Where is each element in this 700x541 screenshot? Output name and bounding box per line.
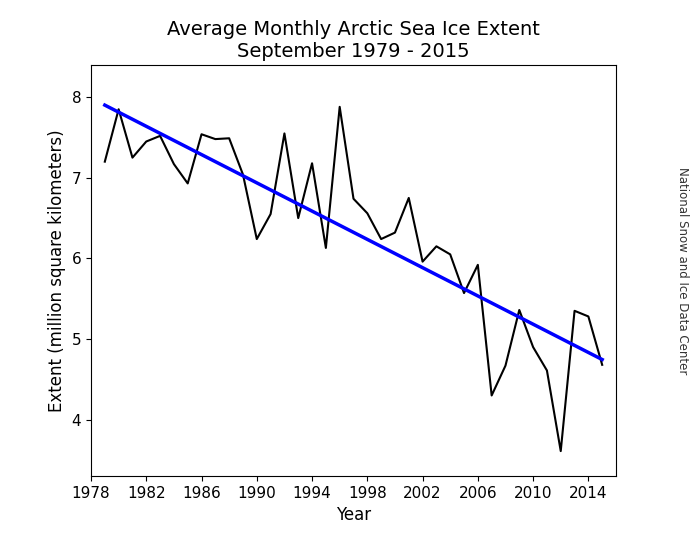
Title: Average Monthly Arctic Sea Ice Extent
September 1979 - 2015: Average Monthly Arctic Sea Ice Extent Se…	[167, 19, 540, 61]
Text: National Snow and Ice Data Center: National Snow and Ice Data Center	[676, 167, 689, 374]
Y-axis label: Extent (million square kilometers): Extent (million square kilometers)	[48, 129, 66, 412]
X-axis label: Year: Year	[336, 506, 371, 524]
